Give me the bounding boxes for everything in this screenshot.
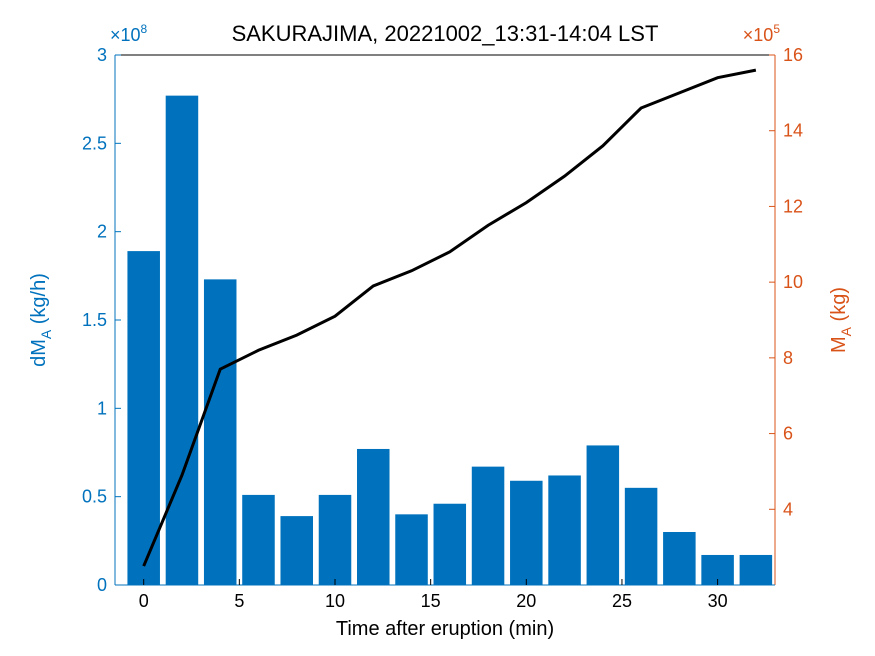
bar [587,445,620,585]
bar [548,475,581,585]
bar [510,481,543,585]
bar [663,532,696,585]
bar [127,251,160,585]
yleft-exponent: ×108 [110,22,148,45]
yright-axis-label: MA (kg) [828,287,854,353]
yright-tick-label: 14 [783,121,803,141]
bar [204,279,237,585]
yleft-tick-label: 2 [97,222,107,242]
x-tick-label: 10 [325,591,345,611]
bar [280,516,313,585]
bar [166,96,199,585]
x-tick-label: 15 [421,591,441,611]
yleft-tick-label: 0.5 [82,487,107,507]
yright-tick-label: 12 [783,196,803,216]
yright-tick-label: 8 [783,348,793,368]
yright-exponent: ×105 [743,22,781,45]
bar [357,449,390,585]
yright-tick-label: 6 [783,424,793,444]
yleft-tick-label: 0 [97,575,107,595]
bar [740,555,773,585]
yleft-tick-label: 2.5 [82,133,107,153]
chart-svg: 0 5 10 15 20 25 30 0 0.5 1 1.5 2 2.5 3 4 6 8 10 12 14 16 ×108… [0,0,875,656]
x-tick-label: 25 [612,591,632,611]
bar [395,514,428,585]
yright-tick-label: 4 [783,499,793,519]
yleft-tick-label: 3 [97,45,107,65]
chart-container: 0 5 10 15 20 25 30 0 0.5 1 1.5 2 2.5 3 4 6 8 10 12 14 16 ×108… [0,0,875,656]
yleft-tick-label: 1.5 [82,310,107,330]
chart-title: SAKURAJIMA, 20221002_13:31-14:04 LST [232,21,659,46]
bar [472,467,505,585]
bar [625,488,658,585]
yleft-axis-label: dMA (kg/h) [28,273,54,367]
yright-tick-label: 10 [783,272,803,292]
bar [242,495,275,585]
bar [319,495,352,585]
x-tick-label: 0 [139,591,149,611]
x-tick-label: 20 [516,591,536,611]
x-tick-label: 30 [708,591,728,611]
bar [434,504,467,585]
yright-tick-label: 16 [783,45,803,65]
x-axis-label: Time after eruption (min) [336,618,554,640]
yleft-tick-label: 1 [97,398,107,418]
x-tick-label: 5 [234,591,244,611]
